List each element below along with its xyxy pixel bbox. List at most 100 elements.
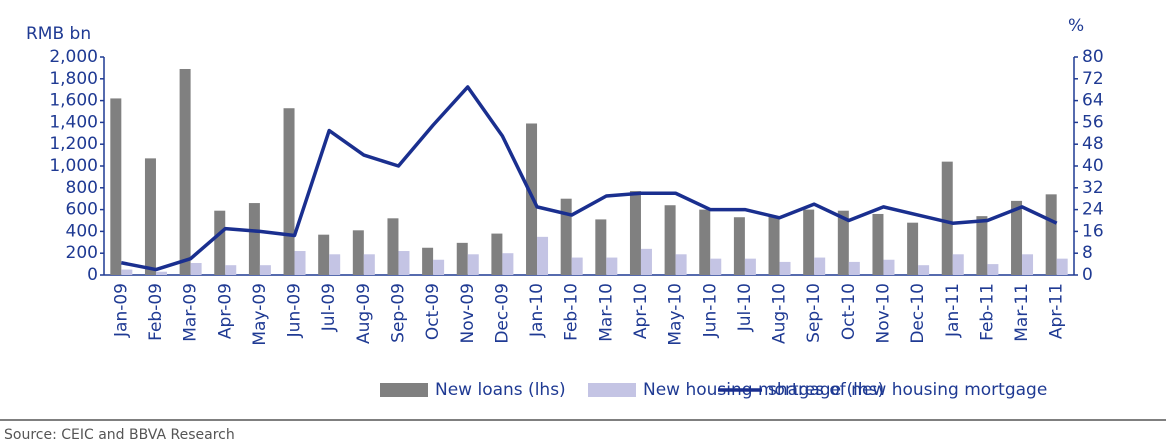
bar xyxy=(768,216,780,275)
y2-tick-label: 72 xyxy=(1082,69,1104,89)
bar xyxy=(744,258,756,275)
bar xyxy=(352,230,364,275)
y2-tick-label: 0 xyxy=(1082,265,1093,285)
y2-tick-label: 24 xyxy=(1082,200,1104,220)
bar xyxy=(398,251,410,275)
y-tick-label: 1,800 xyxy=(49,69,98,89)
x-tick-label: Mar-09 xyxy=(181,283,201,342)
bar xyxy=(491,233,503,275)
y2-tick-label: 40 xyxy=(1082,156,1104,176)
x-tick-label: Aug-10 xyxy=(770,283,790,344)
x-tick-label: Aug-09 xyxy=(354,283,374,344)
bar xyxy=(571,257,583,275)
legend-label: New loans (lhs) xyxy=(435,380,566,400)
y2-tick-label: 16 xyxy=(1082,221,1104,241)
bar xyxy=(144,158,156,275)
y-tick-label: 600 xyxy=(66,200,98,220)
bar xyxy=(467,254,479,275)
bar xyxy=(872,213,884,275)
y2-tick-label: 80 xyxy=(1082,47,1104,67)
bar xyxy=(710,258,722,275)
y-tick-label: 800 xyxy=(66,178,98,198)
x-tick-label: Oct-10 xyxy=(839,283,859,340)
bar xyxy=(1011,200,1023,275)
y2-tick-label: 32 xyxy=(1082,178,1104,198)
y-tick-label: 1,600 xyxy=(49,91,98,111)
x-tick-label: Apr-09 xyxy=(215,283,235,339)
x-tick-label: Mar-11 xyxy=(1012,283,1032,342)
legend-label: shares of new housing mortgage xyxy=(768,380,1047,400)
bar xyxy=(318,234,330,275)
bar xyxy=(110,98,122,275)
y-tick-label: 1,200 xyxy=(49,134,98,154)
y-tick-label: 2,000 xyxy=(49,47,98,67)
bar xyxy=(664,205,676,275)
bar xyxy=(259,265,271,275)
bar xyxy=(422,247,434,275)
bar xyxy=(952,254,964,275)
x-tick-label: Jan-09 xyxy=(111,283,131,338)
bar xyxy=(387,218,399,275)
y-tick-label: 1,000 xyxy=(49,156,98,176)
x-tick-label: Apr-11 xyxy=(1047,283,1067,339)
bar xyxy=(803,209,815,275)
x-tick-label: Mar-10 xyxy=(596,283,616,342)
y-axis-label: RMB bn xyxy=(26,24,91,44)
bar xyxy=(814,257,826,275)
x-tick-label: May-09 xyxy=(250,283,270,346)
bar xyxy=(363,254,375,275)
y2-tick-label: 64 xyxy=(1082,91,1104,111)
y2-tick-label: 48 xyxy=(1082,134,1104,154)
x-tick-label: Jul-10 xyxy=(735,283,755,332)
y2-axis-label: % xyxy=(1068,16,1084,36)
bar xyxy=(456,242,468,275)
x-tick-label: Feb-11 xyxy=(977,283,997,341)
bar xyxy=(433,259,445,275)
bar xyxy=(941,161,953,275)
x-tick-label: Jan-11 xyxy=(943,283,963,338)
y2-tick-label: 8 xyxy=(1082,243,1093,263)
bar xyxy=(1022,254,1034,275)
bar xyxy=(225,265,237,275)
bar xyxy=(155,271,167,275)
x-tick-label: Sep-10 xyxy=(804,283,824,343)
y2-tick-label: 56 xyxy=(1082,112,1104,132)
x-tick-label: Jan-10 xyxy=(527,283,547,338)
bar xyxy=(848,261,860,275)
bar xyxy=(779,261,791,275)
line xyxy=(120,85,1058,272)
bar xyxy=(560,198,572,275)
bar xyxy=(837,210,849,275)
bar xyxy=(329,254,341,275)
x-tick-label: Jun-10 xyxy=(700,283,720,338)
bar xyxy=(918,265,930,275)
x-tick-label: Oct-09 xyxy=(423,283,443,340)
legend-swatch xyxy=(380,383,428,397)
bar xyxy=(883,259,895,275)
x-tick-label: Nov-10 xyxy=(873,283,893,344)
x-tick-label: Apr-10 xyxy=(631,283,651,339)
bar xyxy=(121,269,133,275)
x-tick-label: Nov-09 xyxy=(458,283,478,344)
x-tick-label: May-10 xyxy=(666,283,686,346)
bar xyxy=(1056,258,1068,275)
bar xyxy=(537,236,549,275)
x-tick-label: Jun-09 xyxy=(285,283,305,338)
y-tick-label: 0 xyxy=(87,265,98,285)
x-tick-label: Feb-10 xyxy=(562,283,582,341)
bar xyxy=(595,219,607,275)
bar xyxy=(675,254,687,275)
bar xyxy=(190,263,202,275)
bar xyxy=(179,68,191,276)
x-tick-label: Feb-09 xyxy=(146,283,166,341)
x-tick-label: Sep-09 xyxy=(388,283,408,343)
bar xyxy=(733,217,745,275)
x-tick-label: Jul-09 xyxy=(319,283,339,332)
bar xyxy=(283,108,295,275)
y-tick-label: 1,400 xyxy=(49,112,98,132)
bar xyxy=(629,191,641,275)
legend-swatch xyxy=(588,383,636,397)
source: Source: CEIC and BBVA Research xyxy=(4,427,235,443)
bar xyxy=(294,251,306,275)
